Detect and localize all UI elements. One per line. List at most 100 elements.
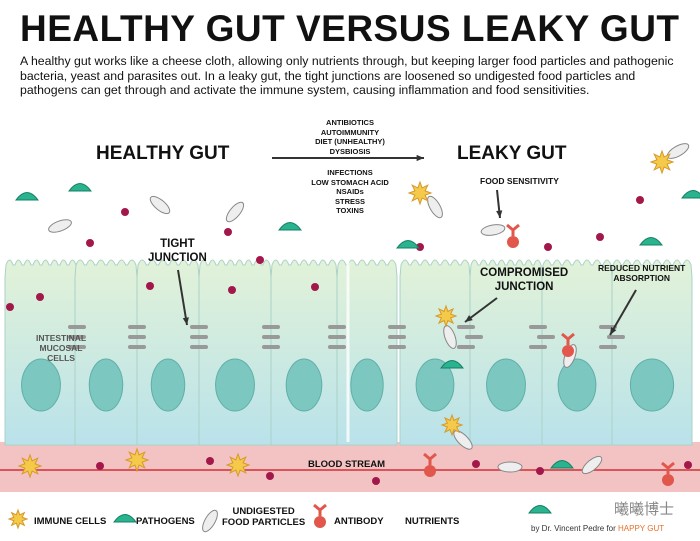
nutrient-icon [228,286,236,294]
cell-nucleus [88,358,124,412]
cell-nucleus [285,358,323,412]
intro-paragraph: A healthy gut works like a cheese cloth,… [20,54,674,97]
immune-cell-icon [434,304,458,328]
intestinal-cell [198,259,272,446]
intestinal-cells-label: INTESTINAL MUCOSAL CELLS [36,333,87,363]
intestinal-cell [611,259,693,446]
reduced-absorption-arrow [609,289,637,336]
antibody-arm [506,223,520,236]
legend-pathogens: PATHOGENS [136,516,195,527]
cell-nucleus [215,358,255,412]
antibody-icon [507,236,519,248]
junction-bar [529,325,547,329]
intestinal-cell [541,259,613,446]
food-particle-icon [666,143,690,159]
causes-list-bottom: INFECTIONS LOW STOMACH ACID NSAIDs STRESS TO… [280,168,420,216]
pathogen-icon [396,240,420,249]
junction-bar [328,325,346,329]
junction-bar [68,345,86,349]
antibody-arm [561,332,575,345]
nutrient-icon [224,228,232,236]
junction-bar [607,335,625,339]
immune-cell-icon [7,508,29,530]
pathogen-icon [15,192,39,201]
cell-nucleus [350,358,384,412]
pathogen-icon [528,505,552,514]
cell-nucleus [486,358,526,412]
pathogen-icon [278,222,302,231]
junction-bar [190,335,208,339]
junction-bar [128,335,146,339]
watermark: 曦曦博士 [614,501,675,518]
nutrient-icon [311,283,319,291]
compromised-junction-label: COMPROMISED JUNCTION [480,267,569,293]
nutrient-icon [206,457,214,465]
junction-bar [599,345,617,349]
nutrient-icon [596,233,604,241]
intestinal-cell [469,259,543,446]
junction-bar [529,345,547,349]
pathogen-icon [639,237,663,246]
cell-nucleus [150,358,186,412]
nutrient-icon [266,472,274,480]
cause-item: DIET (UNHEALTHY) [315,137,385,146]
food-particle-icon [48,219,72,233]
junction-bar [465,335,483,339]
pathogen-icon [550,460,574,469]
food-particle-icon [497,461,523,473]
intestinal-cell [74,259,138,446]
junction-bar [68,325,86,329]
cause-item: STRESS [334,196,365,206]
nutrient-icon [416,243,424,251]
antibody-icon [424,465,436,477]
food-sensitivity-arrow-head [496,210,503,218]
food-particle-icon [453,430,473,450]
credit-author: by Dr. Vincent Pedre for [531,524,619,533]
legend-immune-cells: IMMUNE CELLS [34,516,107,527]
nutrient-icon [636,196,644,204]
cell-nucleus [557,358,597,412]
nutrient-icon [36,293,44,301]
credit-brand: HAPPY GUT [618,524,665,533]
intestinal-cell [399,259,471,446]
nutrient-icon [86,239,94,247]
intestinal-cell [4,259,78,446]
immune-cell-icon [649,149,675,175]
legend-food-particles: UNDIGESTED FOOD PARTICLES [222,506,306,528]
food-particle-icon [581,455,603,475]
reduced-absorption-arrow-head [610,327,617,335]
junction-bar [457,325,475,329]
cause-item: AUTOIMMUNITY [320,127,380,137]
food-particle-icon [202,509,218,533]
food-sensitivity-label: FOOD SENSITIVITY [480,176,559,186]
cause-item: ANTIBIOTICS [326,118,374,127]
junction-bar [262,325,280,329]
antibody-arm [313,503,327,516]
junction-bar [388,335,406,339]
blood-stream-label: BLOOD STREAM [308,459,386,470]
nutrient-icon [256,256,264,264]
junction-bar [262,335,280,339]
immune-cell-icon [225,452,251,478]
nutrient-icon [372,477,380,485]
tight-junction-label: TIGHT JUNCTION [148,238,207,264]
junction-bar [262,345,280,349]
intestinal-cell [336,259,398,446]
page-title: HEALTHY GUT VERSUS LEAKY GUT [20,8,680,49]
antibody-arm [661,461,675,474]
nutrient-icon [6,303,14,311]
reduced-absorption-label: REDUCED NUTRIENT ABSORPTION [598,263,686,283]
pathogen-icon [68,183,92,192]
cell-nucleus [629,358,675,412]
food-particle-icon [427,195,443,219]
legend-antibody: ANTIBODY [334,516,384,527]
pathogen-icon [681,190,700,199]
junction-bar [190,325,208,329]
cause-item: NSAIDs [336,187,364,196]
compromised-junction-arrow-head [465,315,473,322]
tight-junction-arrow [177,269,188,326]
food-particle-icon [149,195,171,215]
antibody-arm [423,452,437,465]
junction-bar [328,335,346,339]
